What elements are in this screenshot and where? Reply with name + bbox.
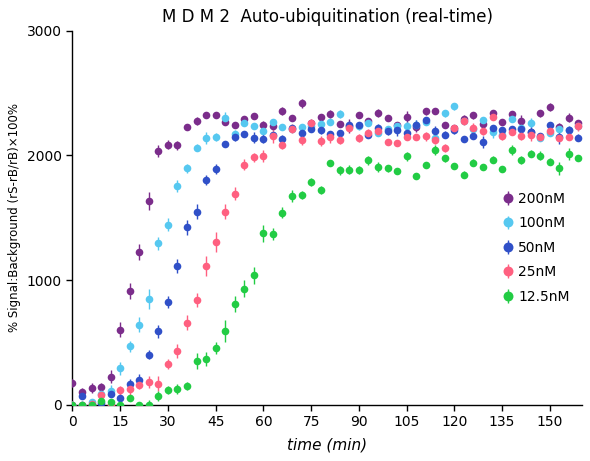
Y-axis label: % Signal:Background (rS-rB/rB)×100%: % Signal:Background (rS-rB/rB)×100%	[8, 103, 21, 332]
Title: M D M 2  Auto-ubiquitination (real-time): M D M 2 Auto-ubiquitination (real-time)	[162, 8, 493, 26]
X-axis label: time (min): time (min)	[287, 437, 367, 453]
Legend: 200nM, 100nM, 50nM, 25nM, 12.5nM: 200nM, 100nM, 50nM, 25nM, 12.5nM	[506, 192, 569, 303]
